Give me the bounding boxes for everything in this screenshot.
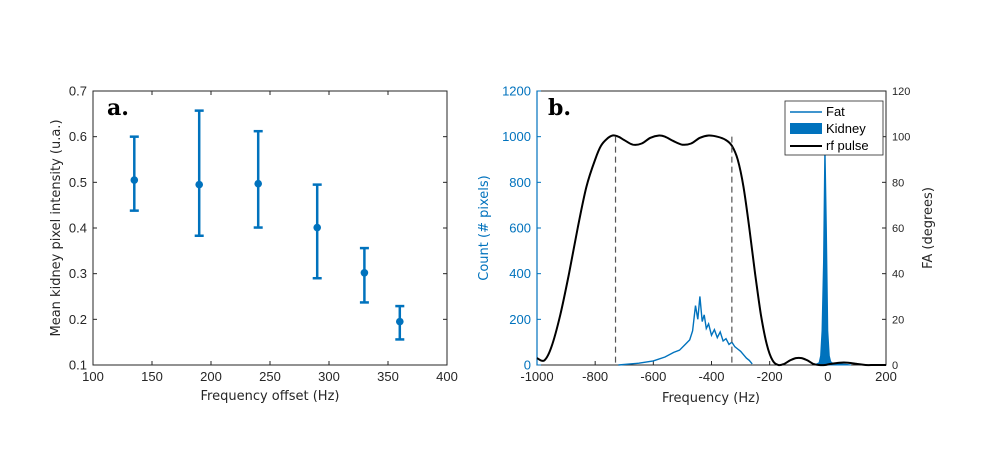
data-point [130,176,139,184]
legend-kidney-label: Kidney [826,121,866,136]
x-tick-label: 0 [824,369,831,384]
x-tick-label: -1000 [520,369,553,384]
panel-b-ylabel-right: FA (degrees) [921,187,936,269]
x-tick-label: 350 [377,369,399,384]
y-left-tick-label: 400 [509,266,531,281]
y-right-tick-label: 120 [892,86,910,98]
x-tick-label: -800 [582,369,608,384]
legend-kidney-swatch [790,123,822,134]
panel-b-ticks: -1000 -800 -600 -400 -200 0 200020040060080010… [502,84,910,385]
panel-b-legend: Fat Kidney rf pulse [784,100,884,156]
fat-series-line [618,296,753,366]
data-point [195,180,203,189]
data-point [313,223,322,232]
panel-a-chart: 100 150 200 250 300 350 400 0.1 0.2 0.3 0.4 0.5 0.6 0… [49,84,458,405]
x-tick-label: -200 [757,369,783,384]
panel-b-marks [536,134,886,367]
panel-a-ticks: 100 150 200 250 300 350 400 0.1 0.2 0.3 0.4 0.5 0.6 0… [69,84,458,385]
panel-b-xlabel: Frequency (Hz) [662,391,760,406]
panel-b-ylabel-left: Count (# pixels) [477,175,492,280]
x-tick-label: -600 [640,369,666,384]
y-right-tick-label: 60 [892,223,904,235]
x-tick-label: -400 [698,369,724,384]
y-left-tick-label: 200 [509,312,531,327]
panel-b-label: b. [548,95,571,121]
panel-b-chart: -1000 -800 -600 -400 -200 0 200020040060080010… [477,84,936,407]
x-tick-label: 200 [875,369,897,384]
y-left-tick-label: 800 [509,175,531,190]
legend-rf-label: rf pulse [826,138,869,153]
data-point [254,179,262,188]
y-tick-label: 0.6 [69,129,87,144]
y-tick-label: 0.5 [69,175,87,190]
kidney-series-fill [814,136,852,366]
y-left-tick-label: 1000 [502,129,531,144]
y-right-tick-label: 100 [892,132,910,144]
data-point [396,317,404,326]
panel-a-xlabel: Frequency offset (Hz) [201,389,340,404]
y-tick-label: 0.4 [69,221,87,236]
legend-fat-label: Fat [826,104,845,119]
data-point [360,268,369,277]
panel-a-label: a. [107,95,129,121]
x-tick-label: 200 [200,369,222,384]
panel-a-marks [129,109,405,341]
x-tick-label: 300 [318,369,340,384]
y-tick-label: 0.1 [69,358,87,373]
panel-a-axes-box [92,90,448,366]
y-left-tick-label: 600 [509,221,531,236]
y-tick-label: 0.7 [69,84,87,99]
x-tick-label: 250 [259,369,281,384]
rf-pulse-line [536,134,886,367]
panel-a-ylabel: Mean kidney pixel intensity (u.a.) [49,119,64,336]
x-tick-label: 400 [436,369,458,384]
x-tick-label: 150 [141,369,163,384]
y-left-tick-label: 0 [524,358,531,373]
y-left-tick-label: 1200 [502,84,531,99]
y-right-tick-label: 20 [892,314,904,326]
y-tick-label: 0.2 [69,312,87,327]
y-right-tick-label: 40 [892,269,904,281]
y-tick-label: 0.3 [69,266,87,281]
y-right-tick-label: 0 [892,360,898,372]
x-tick-label: 100 [82,369,104,384]
y-right-tick-label: 80 [892,177,904,189]
